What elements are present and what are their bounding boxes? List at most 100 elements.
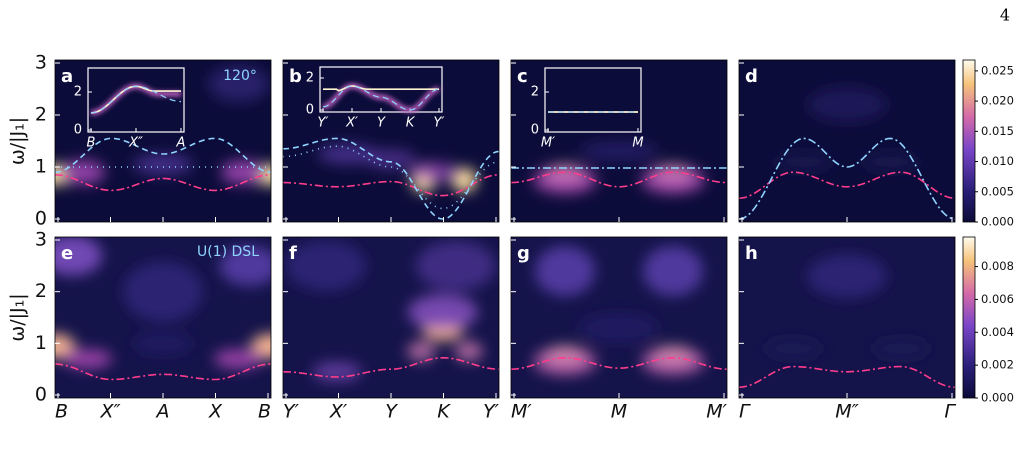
intensity [407, 341, 436, 362]
x-tick-label: X′ [329, 401, 348, 423]
panel [283, 237, 499, 398]
panel [739, 60, 955, 222]
intensity [763, 338, 823, 359]
inset-x-label: X′ [345, 116, 358, 131]
intensity [220, 160, 265, 185]
inset-curve [322, 85, 440, 111]
page-number: 4 [1000, 6, 1010, 25]
x-tick-label: Γ [944, 401, 956, 423]
panel-label: a [61, 66, 73, 87]
x-tick-label: Y [385, 401, 398, 423]
intensity [312, 361, 362, 382]
intensity [62, 348, 113, 369]
x-tick-label: Γ [739, 401, 751, 423]
intensity [533, 166, 597, 194]
intensity [454, 341, 483, 362]
intensity [807, 254, 887, 299]
dispersion-curve [739, 171, 955, 199]
y-tick-label: 1 [35, 332, 47, 354]
dispersion-curve [283, 174, 499, 197]
inset-y-tick-label: 2 [531, 85, 539, 100]
intensity [641, 347, 705, 376]
heatmap [55, 237, 271, 369]
inset-y-tick-label: 2 [306, 71, 314, 86]
x-tick-label: A [155, 401, 170, 423]
dispersion-curve [55, 174, 271, 192]
inset-bg [87, 67, 185, 133]
inset-bg [544, 67, 642, 133]
y-axis-label: ω/|J₁| [7, 117, 29, 165]
dispersion-curve [739, 365, 955, 389]
x-tick-label: M [611, 401, 627, 423]
intensity [535, 246, 595, 296]
dispersion-curve [283, 357, 499, 378]
colorbar-tick-label: 0.006 [981, 292, 1014, 306]
inset-y-tick-label: 2 [74, 85, 82, 100]
x-tick-label: M″ [835, 401, 859, 423]
heatmap [55, 65, 271, 185]
x-tick-label: M′ [511, 401, 532, 423]
intensity [415, 240, 496, 291]
inset-x-label: Y′ [434, 116, 445, 131]
inset-y-tick-label: 0 [531, 123, 539, 138]
intensity [409, 162, 460, 183]
colorbar-tick-label: 0.004 [981, 325, 1014, 339]
intensity [871, 338, 931, 359]
colorbar-tick-label: 0.005 [981, 184, 1014, 198]
y-tick-label: 0 [35, 208, 47, 230]
x-tick-label: X [208, 401, 223, 423]
panel-label: d [745, 66, 758, 87]
intensity [366, 149, 416, 170]
colorbar [962, 236, 976, 399]
colorbar-tick-label: 0.025 [981, 63, 1014, 77]
colorbar-tick-label: 0.002 [981, 358, 1014, 372]
panel-label: e [61, 243, 73, 264]
intensity [286, 240, 367, 291]
inset-x-label: B [87, 136, 96, 151]
dispersion-curve [283, 145, 499, 210]
y-tick-label: 2 [35, 280, 47, 302]
intensity [641, 166, 705, 194]
intensity [133, 331, 193, 356]
panel-label: g [517, 243, 530, 264]
inset-spectrum [90, 83, 181, 116]
intensity [219, 245, 271, 286]
colorbar-tick-label: 0.000 [981, 391, 1014, 405]
inset-curve [323, 85, 439, 92]
annotation: 120° [223, 68, 257, 84]
intensity [533, 347, 597, 376]
y-tick-label: 3 [35, 229, 47, 251]
intensity [773, 151, 834, 172]
intensity [579, 141, 659, 162]
inset-spectrum [322, 83, 440, 113]
dispersion-curve [283, 137, 499, 220]
panel [55, 237, 271, 398]
intensity [579, 312, 659, 343]
intensity [807, 86, 887, 123]
heatmap [773, 86, 921, 172]
x-tick-label: Y′ [483, 401, 500, 423]
inset-y-tick-label: 0 [74, 123, 82, 138]
y-tick-label: 2 [35, 104, 47, 126]
colorbar-tick-label: 0.020 [981, 94, 1014, 108]
inset-x-label: X″ [128, 136, 143, 151]
panel [739, 237, 955, 398]
x-tick-label: X″ [99, 401, 120, 423]
intensity [208, 65, 269, 102]
inset-curve [90, 85, 181, 114]
panel-label: b [289, 66, 302, 87]
y-tick-label: 3 [35, 52, 47, 74]
heatmap [533, 141, 705, 194]
heatmap [286, 240, 496, 382]
intensity [643, 246, 703, 296]
x-tick-label: K [437, 401, 451, 423]
panel-label: c [517, 66, 528, 87]
inset-x-label: M [632, 136, 643, 151]
colorbar-tick-label: 0.015 [981, 124, 1014, 138]
colorbar [962, 59, 976, 223]
x-tick-label: B [258, 401, 271, 423]
inset-x-label: A [176, 136, 186, 151]
panel [283, 60, 499, 222]
panel [511, 237, 727, 398]
